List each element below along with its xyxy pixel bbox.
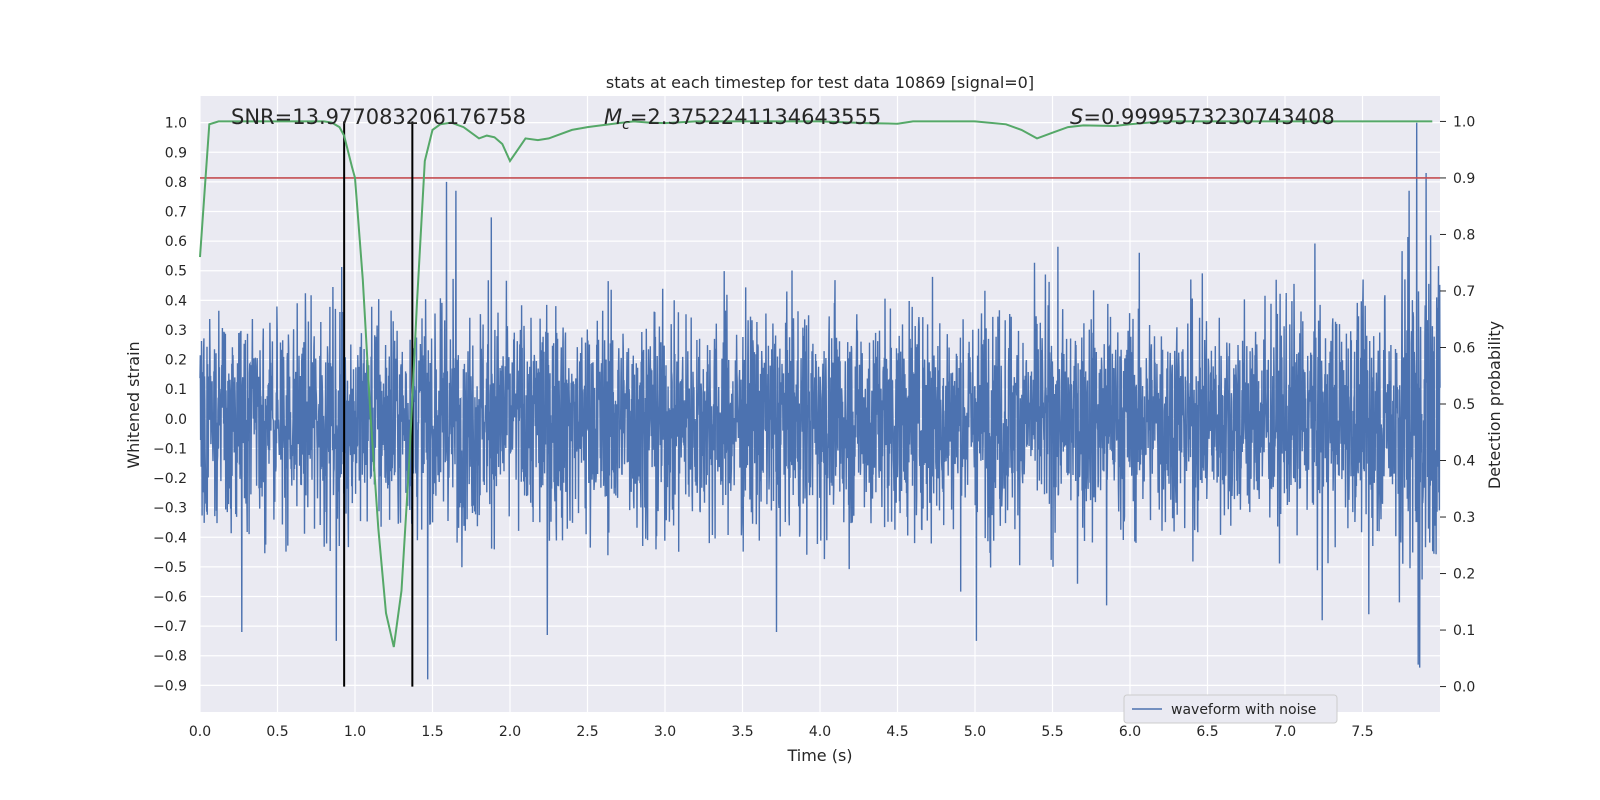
- x-axis-label: Time (s): [786, 746, 852, 765]
- x-tick-label: 2.5: [576, 724, 598, 740]
- mc-subscript: c: [622, 117, 630, 133]
- mc-symbol: M: [604, 105, 622, 129]
- x-tick-label: 4.5: [886, 724, 908, 740]
- y-left-tick-label: 0.1: [165, 382, 187, 398]
- y-right-tick-label: 0.6: [1453, 340, 1475, 356]
- y-left-tick-label: 0.9: [165, 145, 187, 161]
- legend-box: [1123, 694, 1338, 724]
- y-right-tick-label: 0.4: [1453, 454, 1475, 470]
- y-left-tick-label: 0.8: [165, 175, 187, 191]
- x-tick-label: 3.5: [731, 724, 753, 740]
- y-right-tick-label: 1.0: [1453, 114, 1475, 130]
- x-tick-label: 4.0: [809, 724, 831, 740]
- x-tick-label: 1.5: [421, 724, 443, 740]
- s-annotation: S=0.9999573230743408: [1070, 105, 1335, 129]
- y-left-tick-label: −0.4: [153, 530, 187, 546]
- x-tick-label: 6.0: [1119, 724, 1141, 740]
- legend-label: waveform with noise: [1171, 702, 1316, 718]
- y-right-tick-label: 0.0: [1453, 680, 1475, 696]
- s-symbol: S: [1070, 105, 1083, 129]
- y-left-tick-label: 0.0: [165, 412, 187, 428]
- chart-title: stats at each timestep for test data 108…: [606, 73, 1034, 92]
- x-tick-label: 7.0: [1274, 724, 1296, 740]
- snr-annotation: SNR=13.977083206176758: [231, 105, 526, 129]
- y-right-tick-label: 0.3: [1453, 510, 1475, 526]
- y-left-tick-label: −0.3: [153, 501, 187, 517]
- y-left-tick-label: −0.8: [153, 649, 187, 665]
- y-right-tick-label: 0.2: [1453, 567, 1475, 583]
- x-tick-label: 3.0: [654, 724, 676, 740]
- y-right-tick-label: 0.9: [1453, 171, 1475, 187]
- y-right-tick-label: 0.1: [1453, 623, 1475, 639]
- x-tick-label: 7.5: [1351, 724, 1373, 740]
- y-left-tick-label: −0.9: [153, 678, 187, 694]
- mc-value: =2.3752241134643555: [630, 105, 881, 129]
- y-left-tick-label: −0.6: [153, 590, 187, 606]
- detection-probability-line: [199, 120, 1433, 648]
- waveform-line: [199, 122, 1441, 680]
- y-left-tick-label: −0.2: [153, 471, 187, 487]
- y-left-tick-label: −0.7: [153, 619, 187, 635]
- waveform-series: [199, 122, 1441, 680]
- x-tick-label: 0.5: [266, 724, 288, 740]
- y-left-tick-label: 1.0: [165, 116, 187, 132]
- y-left-tick-label: 0.4: [165, 293, 187, 309]
- x-tick-label: 5.5: [1041, 724, 1063, 740]
- tick-layer: 0.0 0.5 1.0 1.5 2.0 2.5 3.0 3.5 4.0 4.5 5.0 5.5 6.0 6…: [153, 114, 1475, 740]
- y-left-tick-label: 0.5: [165, 264, 187, 280]
- y-axis-label-left: Whitened strain: [124, 341, 143, 468]
- y-left-tick-label: 0.7: [165, 205, 187, 221]
- y-left-tick-label: −0.1: [153, 441, 187, 457]
- y-left-tick-label: −0.5: [153, 560, 187, 576]
- x-tick-label: 0.0: [189, 724, 211, 740]
- x-tick-label: 6.5: [1196, 724, 1218, 740]
- y-left-tick-label: 0.3: [165, 323, 187, 339]
- chirp-mass-annotation: Mc=2.3752241134643555: [604, 105, 881, 133]
- legend: waveform with noise: [1123, 694, 1338, 724]
- overlay-layer: [199, 120, 1440, 687]
- y-right-tick-label: 0.7: [1453, 284, 1475, 300]
- y-left-tick-label: 0.2: [165, 353, 187, 369]
- s-value: =0.9999573230743408: [1083, 105, 1334, 129]
- x-tick-label: 2.0: [499, 724, 521, 740]
- y-right-tick-label: 0.8: [1453, 227, 1475, 243]
- y-axis-label-right: Detection probability: [1485, 321, 1504, 489]
- x-tick-label: 5.0: [964, 724, 986, 740]
- y-left-tick-label: 0.6: [165, 234, 187, 250]
- y-right-tick-label: 0.5: [1453, 397, 1475, 413]
- x-tick-label: 1.0: [344, 724, 366, 740]
